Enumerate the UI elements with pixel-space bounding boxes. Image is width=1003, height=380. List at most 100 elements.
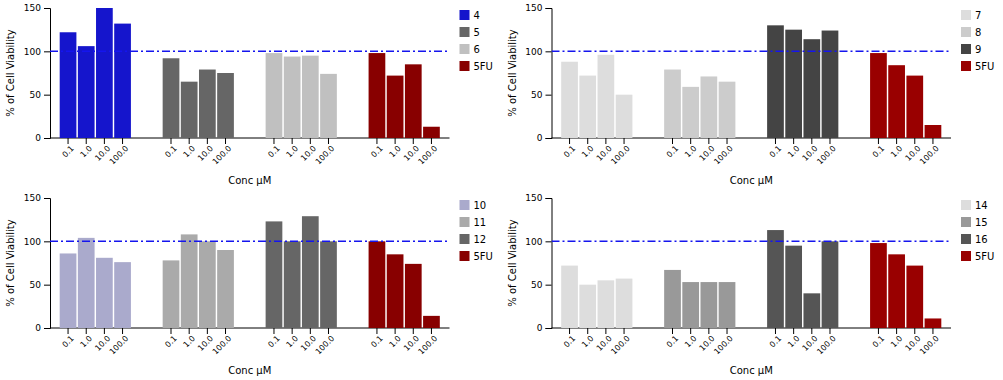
series <box>870 53 941 138</box>
bar <box>302 56 319 138</box>
legend-label: 5FU <box>474 251 493 262</box>
x-tick: 0.1 <box>266 138 281 159</box>
x-tick-mark <box>672 328 673 334</box>
bar <box>369 241 386 328</box>
series <box>664 270 735 328</box>
panel: 0501001500.11.010.0100.00.11.010.0100.00… <box>507 3 995 186</box>
bar <box>302 216 319 328</box>
x-tick-label: 1.0 <box>285 144 300 159</box>
y-tick-mark <box>44 198 50 199</box>
legend-item: 12 <box>460 234 487 245</box>
x-tick-mark <box>273 138 274 144</box>
bar <box>682 87 699 138</box>
x-tick: 0.1 <box>369 328 384 349</box>
legend-swatch <box>460 217 470 227</box>
x-tick: 0.1 <box>163 328 178 349</box>
x-tick-label: 0.1 <box>871 144 886 159</box>
x-tick-mark <box>122 328 123 334</box>
series <box>870 243 941 328</box>
plot-area <box>552 25 952 138</box>
x-tick-mark <box>587 328 588 334</box>
x-tick-mark <box>328 138 329 144</box>
x-tick-mark <box>171 138 172 144</box>
legend-swatch <box>961 44 971 54</box>
series <box>369 53 440 138</box>
x-tick-mark <box>431 138 432 144</box>
x-tick-mark <box>605 138 606 144</box>
bar <box>664 270 681 328</box>
bar <box>719 82 736 138</box>
x-tick: 0.1 <box>768 138 783 159</box>
x-tick-label: 0.1 <box>562 144 577 159</box>
x-axis-group: 0.11.010.0100.0 <box>562 138 632 167</box>
x-tick: 1.0 <box>889 138 904 159</box>
x-axis-group: 0.11.010.0100.0 <box>266 328 336 357</box>
legend-item: 6 <box>460 44 480 55</box>
x-tick: 1.0 <box>580 328 595 349</box>
legend-swatch <box>460 61 470 71</box>
x-axis-title: Conc μM <box>228 175 271 186</box>
bar <box>561 266 578 328</box>
x-tick-mark <box>273 328 274 334</box>
bar <box>767 25 784 138</box>
x-tick-mark <box>624 328 625 334</box>
y-axis-title: % of Cell Viability <box>5 29 16 116</box>
y-axis-title: % of Cell Viability <box>507 29 518 116</box>
x-tick: 1.0 <box>388 138 403 159</box>
legend-swatch <box>961 27 971 37</box>
x-tick-mark <box>189 328 190 334</box>
legend-item: 8 <box>961 27 981 38</box>
y-axis-line <box>44 9 51 139</box>
y-axis: 050100150 <box>24 193 51 333</box>
x-tick-label: 100.0 <box>211 334 234 357</box>
plot-area <box>552 230 952 328</box>
bar <box>163 58 180 138</box>
x-tick-label: 1.0 <box>580 334 595 349</box>
x-tick-mark <box>292 328 293 334</box>
series <box>561 55 632 138</box>
x-tick: 1.0 <box>388 328 403 349</box>
x-tick: 100.0 <box>918 138 941 167</box>
legend-swatch <box>961 251 971 261</box>
x-tick: 100.0 <box>211 138 234 167</box>
y-tick-label: 100 <box>24 47 41 57</box>
bar <box>387 76 404 138</box>
x-tick-mark <box>708 138 709 144</box>
x-tick-mark <box>413 138 414 144</box>
y-tick-mark <box>546 285 552 286</box>
x-axis-group: 0.11.010.0100.0 <box>369 138 439 167</box>
x-tick-label: 1.0 <box>79 334 94 349</box>
x-tick-mark <box>431 328 432 334</box>
y-tick: 50 <box>30 90 50 100</box>
y-axis: 050100150 <box>525 3 552 143</box>
x-tick-mark <box>811 328 812 334</box>
x-tick-label: 100.0 <box>108 144 131 167</box>
series <box>767 230 838 328</box>
x-tick-mark <box>793 328 794 334</box>
x-tick-mark <box>207 138 208 144</box>
series <box>767 25 838 138</box>
x-tick-label: 0.1 <box>768 144 783 159</box>
x-tick: 100.0 <box>609 328 632 357</box>
legend-swatch <box>460 10 470 20</box>
plot-area <box>50 216 450 328</box>
x-tick-mark <box>225 328 226 334</box>
x-tick-label: 1.0 <box>79 144 94 159</box>
bar <box>767 230 784 328</box>
y-tick-mark <box>44 328 50 329</box>
x-tick-mark <box>793 138 794 144</box>
legend-item: 5FU <box>460 251 493 262</box>
y-tick-mark <box>44 241 50 242</box>
x-axis-group: 0.11.010.0100.0 <box>60 138 130 167</box>
y-axis-line <box>546 199 553 329</box>
bar <box>700 76 717 138</box>
y-tick-mark <box>44 8 50 9</box>
legend-label: 8 <box>975 27 981 38</box>
y-tick-mark <box>546 138 552 139</box>
bar <box>405 264 422 328</box>
x-tick-label: 0.1 <box>562 334 577 349</box>
legend-label: 15 <box>975 217 988 228</box>
x-tick: 0.1 <box>163 138 178 159</box>
x-tick-label: 100.0 <box>417 334 440 357</box>
x-tick: 0.1 <box>665 138 680 159</box>
